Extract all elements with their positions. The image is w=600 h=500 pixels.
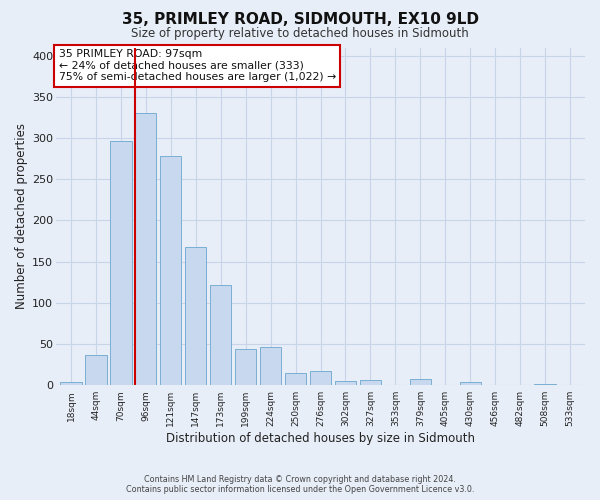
Y-axis label: Number of detached properties: Number of detached properties bbox=[15, 124, 28, 310]
Bar bbox=[160, 156, 181, 385]
Bar bbox=[285, 373, 306, 385]
X-axis label: Distribution of detached houses by size in Sidmouth: Distribution of detached houses by size … bbox=[166, 432, 475, 445]
Bar bbox=[535, 384, 556, 385]
Bar bbox=[310, 371, 331, 385]
Bar bbox=[135, 114, 157, 385]
Bar bbox=[360, 380, 381, 385]
Bar bbox=[85, 354, 107, 385]
Bar bbox=[61, 382, 82, 385]
Bar bbox=[185, 247, 206, 385]
Bar bbox=[335, 381, 356, 385]
Bar bbox=[110, 140, 131, 385]
Bar bbox=[260, 348, 281, 385]
Text: Size of property relative to detached houses in Sidmouth: Size of property relative to detached ho… bbox=[131, 28, 469, 40]
Text: 35, PRIMLEY ROAD, SIDMOUTH, EX10 9LD: 35, PRIMLEY ROAD, SIDMOUTH, EX10 9LD bbox=[121, 12, 479, 28]
Text: Contains HM Land Registry data © Crown copyright and database right 2024.
Contai: Contains HM Land Registry data © Crown c… bbox=[126, 474, 474, 494]
Bar bbox=[210, 284, 232, 385]
Bar bbox=[410, 380, 431, 385]
Bar bbox=[235, 349, 256, 385]
Text: 35 PRIMLEY ROAD: 97sqm
← 24% of detached houses are smaller (333)
75% of semi-de: 35 PRIMLEY ROAD: 97sqm ← 24% of detached… bbox=[59, 49, 336, 82]
Bar bbox=[460, 382, 481, 385]
